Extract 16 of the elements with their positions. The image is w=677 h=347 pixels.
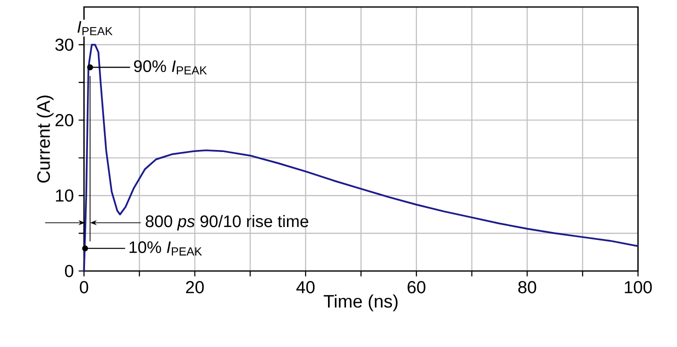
x-tick-label: 100 [624,281,652,294]
y-axis-title: Current (A) [36,96,54,183]
annotation: 10% I$_{PEAK}$ [130,241,202,256]
y-tick-label: 0 [64,264,74,278]
y-tick-label: 10 [56,189,74,202]
x-tick-label: 60 [408,281,426,294]
x-tick-label: 20 [186,281,204,294]
x-tick-label: 80 [518,281,536,294]
x-tick-label: 40 [296,281,315,294]
annotation: I$_{PEAK}$ [78,21,112,36]
annotation: 800 ps 90/10 rise time [146,214,308,230]
annotation: 90% I$_{PEAK}$ [134,60,207,74]
x-tick-label: 0 [80,281,88,294]
y-tick-label: 30 [55,38,74,51]
y-tick-label: 20 [56,114,74,126]
x-axis-title: Time (ns) [324,294,398,312]
